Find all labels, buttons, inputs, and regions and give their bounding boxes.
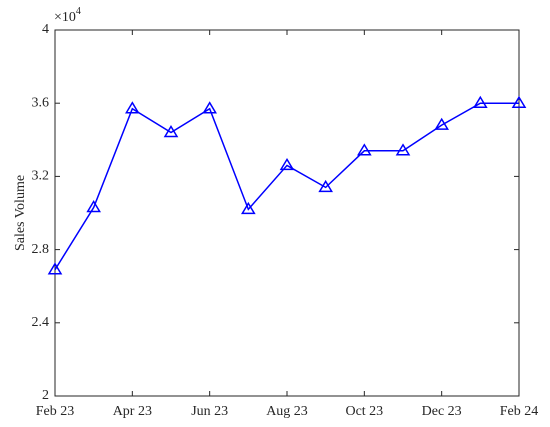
marker	[86, 200, 101, 213]
marker	[47, 262, 63, 275]
marker	[241, 201, 256, 215]
y-tick-label: 2	[42, 388, 49, 403]
y-tick-label: 2.4	[32, 315, 50, 330]
y-tick-label: 4	[42, 22, 49, 37]
marker	[434, 117, 449, 130]
x-tick-label: Apr 23	[113, 404, 152, 419]
marker	[279, 157, 295, 171]
x-tick-label: Feb 24	[500, 404, 539, 419]
x-tick-label: Dec 23	[422, 404, 462, 419]
y-tick-label: 3.6	[32, 95, 50, 110]
y-multiplier-base: ×10	[54, 10, 76, 25]
y-multiplier: ×104	[54, 6, 81, 25]
marker	[395, 143, 411, 156]
axes-box	[54, 29, 520, 397]
y-multiplier-exponent: 4	[76, 6, 81, 17]
marker	[357, 143, 372, 156]
x-tick-label: Aug 23	[266, 404, 308, 419]
y-tick-label: 3.2	[32, 169, 50, 184]
y-axis-label: Sales Volume	[13, 175, 28, 251]
marker	[202, 101, 217, 114]
x-tick-label: Oct 23	[345, 404, 383, 419]
marker	[318, 179, 333, 193]
marker	[163, 125, 179, 138]
y-tick-label: 2.8	[32, 242, 50, 257]
marker	[473, 95, 488, 108]
marker	[125, 101, 140, 114]
x-tick-label: Jun 23	[191, 404, 228, 419]
marker	[511, 95, 527, 108]
x-tick-label: Feb 23	[36, 404, 75, 419]
series-line	[54, 102, 519, 271]
